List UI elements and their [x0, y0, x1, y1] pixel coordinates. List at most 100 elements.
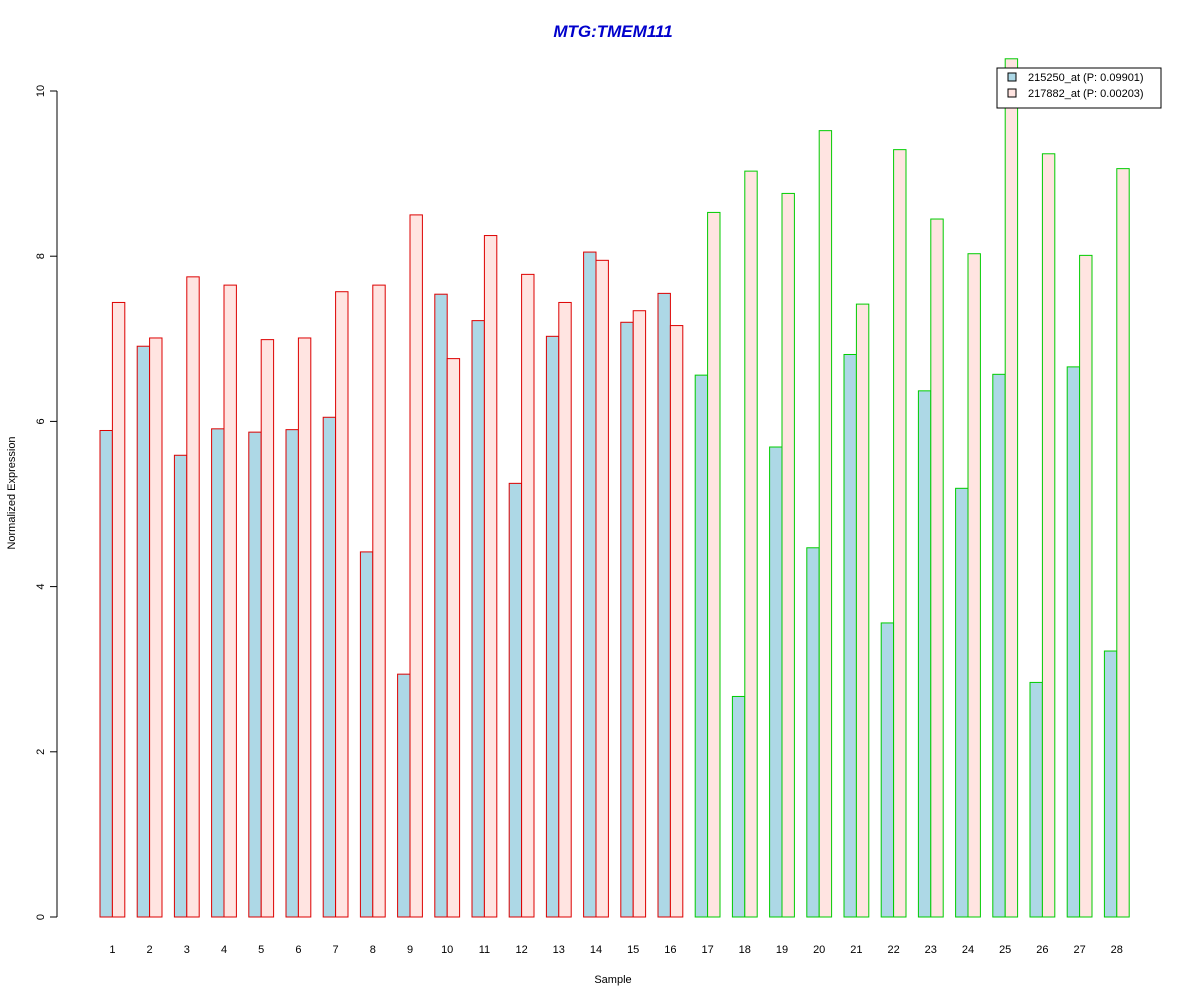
bar-sample-14-series-1	[583, 251, 597, 918]
bar-sample-15-series-1	[620, 321, 634, 918]
x-tick-label: 10	[441, 944, 453, 956]
bar-sample-10-series-1	[434, 293, 448, 918]
x-tick-label: 12	[515, 944, 527, 956]
x-tick-label: 26	[1036, 944, 1048, 956]
y-tick-label: 2	[35, 749, 47, 755]
legend-label: 215250_at (P: 0.09901)	[1028, 72, 1144, 84]
x-tick-label: 20	[813, 944, 825, 956]
bar-sample-12-series-2	[521, 273, 535, 918]
y-tick-label: 8	[35, 253, 47, 259]
bar-sample-4-series-1	[211, 428, 225, 918]
bar-sample-6-series-2	[297, 337, 312, 918]
legend-swatch	[1007, 72, 1017, 82]
bar-sample-9-series-1	[397, 673, 411, 918]
bar-sample-17-series-1	[694, 374, 709, 918]
bar-sample-26-series-1	[1029, 681, 1043, 918]
bar-sample-7-series-2	[335, 291, 349, 918]
x-tick-label: 24	[962, 944, 974, 956]
bar-sample-18-series-1	[731, 695, 746, 918]
legend-swatch	[1007, 88, 1017, 98]
bar-sample-25-series-2	[1004, 58, 1019, 918]
bar-sample-2-series-2	[149, 337, 163, 918]
bar-sample-24-series-2	[967, 253, 981, 918]
x-tick-label: 3	[184, 944, 190, 956]
bar-sample-19-series-2	[781, 192, 795, 918]
x-tick-label: 13	[553, 944, 565, 956]
bar-sample-3-series-2	[186, 276, 200, 918]
x-tick-label: 27	[1073, 944, 1085, 956]
x-tick-label: 2	[147, 944, 153, 956]
x-tick-label: 11	[479, 944, 490, 956]
bar-sample-5-series-2	[260, 339, 275, 918]
bar-sample-27-series-2	[1079, 254, 1093, 918]
bar-sample-1-series-1	[99, 429, 113, 918]
x-tick-label: 8	[370, 944, 376, 956]
bar-sample-8-series-2	[372, 284, 386, 918]
bar-sample-23-series-2	[930, 218, 944, 918]
bar-sample-6-series-1	[285, 429, 299, 918]
legend: 215250_at (P: 0.09901) 217882_at (P: 0.00…	[996, 67, 1162, 109]
bar-sample-12-series-1	[508, 482, 523, 918]
x-tick-label: 22	[887, 944, 899, 956]
x-tick-label: 9	[407, 944, 413, 956]
x-tick-label: 6	[295, 944, 301, 956]
bar-sample-20-series-1	[806, 547, 820, 918]
x-tick-label: 21	[850, 944, 862, 956]
bars-group	[99, 58, 1130, 918]
x-tick-label: 17	[701, 944, 713, 956]
bar-sample-9-series-2	[409, 214, 423, 918]
bar-sample-3-series-1	[173, 454, 188, 918]
y-tick-label: 0	[35, 914, 47, 920]
bar-sample-15-series-2	[632, 310, 647, 918]
chart-title: MTG:TMEM111	[553, 22, 672, 41]
bar-sample-27-series-1	[1066, 366, 1081, 918]
bar-sample-1-series-2	[111, 301, 126, 918]
bar-sample-21-series-2	[855, 303, 870, 918]
bar-sample-14-series-2	[595, 259, 609, 918]
bar-sample-11-series-2	[483, 235, 498, 918]
bar-sample-19-series-1	[769, 446, 783, 918]
bar-sample-4-series-2	[223, 284, 237, 918]
y-axis-label: Normalized Expression	[6, 436, 18, 549]
bar-sample-13-series-1	[545, 335, 560, 918]
x-tick-label: 28	[1111, 944, 1123, 956]
x-tick-label: 15	[627, 944, 639, 956]
legend-label: 217882_at (P: 0.00203)	[1028, 88, 1144, 100]
bar-sample-16-series-2	[669, 325, 684, 918]
x-axis-label: Sample	[594, 974, 631, 986]
x-tick-label: 14	[590, 944, 602, 956]
x-tick-label: 5	[258, 944, 264, 956]
x-tick-label: 16	[664, 944, 676, 956]
bar-sample-25-series-1	[992, 373, 1006, 918]
bar-sample-16-series-1	[657, 292, 671, 918]
bar-sample-24-series-1	[955, 487, 969, 918]
x-tick-labels: 1 2 3 4 5 6 7 8 9 10 11 12 13 14 15 16 17 18 19 20 21 22 23 24 2…	[109, 944, 1123, 956]
bar-sample-28-series-1	[1103, 650, 1118, 918]
bar-sample-20-series-2	[818, 130, 833, 918]
y-axis: 0 2 4 6 8 10	[35, 85, 58, 920]
bar-sample-11-series-1	[471, 320, 485, 918]
x-tick-label: 7	[333, 944, 339, 956]
bar-sample-13-series-2	[558, 301, 572, 918]
x-tick-label: 4	[221, 944, 227, 956]
bar-sample-18-series-2	[744, 170, 758, 918]
bar-sample-8-series-1	[359, 551, 374, 918]
x-tick-label: 1	[109, 944, 115, 956]
legend-box	[996, 67, 1162, 109]
y-tick-label: 4	[35, 584, 47, 590]
bar-sample-21-series-1	[843, 353, 857, 918]
x-tick-label: 25	[999, 944, 1011, 956]
bar-sample-26-series-2	[1041, 153, 1056, 918]
x-tick-label: 18	[739, 944, 751, 956]
y-tick-label: 10	[35, 85, 47, 97]
x-tick-label: 23	[925, 944, 937, 956]
bar-sample-23-series-1	[917, 390, 932, 918]
y-tick-label: 6	[35, 418, 47, 424]
bar-sample-2-series-1	[136, 345, 151, 918]
bar-sample-10-series-2	[446, 358, 461, 918]
bar-sample-17-series-2	[707, 211, 721, 918]
bar-sample-22-series-2	[893, 149, 907, 918]
x-tick-label: 19	[776, 944, 788, 956]
bar-sample-7-series-1	[322, 416, 337, 918]
